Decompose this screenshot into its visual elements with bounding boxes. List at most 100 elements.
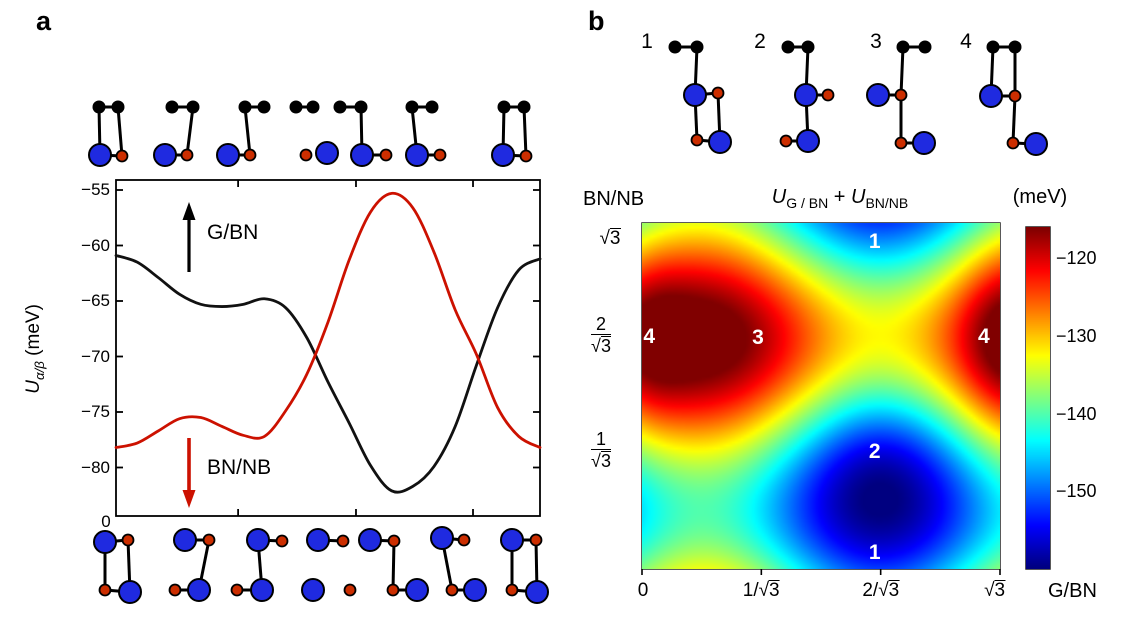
heatmap-extremum-label: 4: [978, 325, 990, 349]
molecule-diagram-bottom: [168, 528, 216, 602]
boron-nitrogen-atom-small: [243, 148, 257, 162]
molecule-diagram-top: [153, 100, 200, 167]
molecule-diagram-top: [216, 100, 271, 167]
panel-a-label: a: [36, 6, 52, 36]
boron-nitrogen-atom-large: [315, 141, 339, 165]
boron-nitrogen-atom-small: [433, 148, 447, 162]
boron-nitrogen-atom-large: [216, 143, 240, 167]
colorbar-tick-label: −150: [1056, 481, 1097, 502]
molecule-diagram-top: [289, 100, 339, 165]
curve-g-bn: [114, 254, 542, 494]
carbon-atom-dot: [896, 40, 910, 54]
panel-b-x-axis-name: G/BN: [1048, 580, 1097, 602]
boron-nitrogen-atom-small: [445, 583, 459, 597]
carbon-atom-dot: [111, 100, 125, 114]
boron-nitrogen-atom-large: [525, 580, 549, 604]
boron-nitrogen-atom-large: [708, 130, 732, 154]
boron-nitrogen-atom-large: [405, 143, 429, 167]
heatmap-extremum-label: 2: [868, 440, 881, 464]
boron-nitrogen-atom-large: [358, 528, 382, 552]
molecule-diagram-config: 4: [960, 30, 1048, 156]
curve-label-gbn: G/BN: [207, 221, 259, 244]
colorbar-canvas: [1026, 227, 1050, 569]
config-number-label: 4: [960, 30, 972, 53]
boron-nitrogen-atom-large: [306, 528, 330, 552]
carbon-atom-dot: [690, 40, 704, 54]
heatmap-extremum-label: 1: [868, 230, 881, 254]
panel-b-ytick-label: 2 √3: [591, 314, 611, 357]
boron-nitrogen-atom-small: [386, 583, 400, 597]
carbon-atom-dot: [405, 100, 419, 114]
molecule-diagram-bottom: [301, 528, 357, 602]
boron-nitrogen-atom-small: [168, 583, 182, 597]
boron-nitrogen-atom-small: [230, 583, 244, 597]
heatmap-extremum-label: 3: [752, 326, 764, 350]
boron-nitrogen-atom-large: [500, 528, 524, 552]
panel-a-ytick-label: −65: [81, 291, 110, 310]
boron-nitrogen-atom-large: [463, 578, 487, 602]
colorbar-tick-label: −140: [1056, 403, 1097, 424]
boron-nitrogen-atom-large: [301, 578, 325, 602]
molecule-diagram-top: [491, 100, 533, 167]
carbon-atom-dot: [801, 40, 815, 54]
carbon-atom-dot: [306, 100, 320, 114]
carbon-atom-dot: [289, 100, 303, 114]
gbn-up-arrow-head: [182, 202, 196, 220]
panel-a-x-zero-label: 0: [101, 512, 111, 531]
carbon-atom-dot: [333, 100, 347, 114]
boron-nitrogen-atom-small: [1006, 136, 1020, 150]
curve-label-bnnb: BN/NB: [207, 456, 272, 479]
molecule-diagram-config: 3: [866, 30, 936, 155]
carbon-atom-dot: [92, 100, 106, 114]
boron-nitrogen-atom-small: [387, 534, 401, 548]
molecule-diagram-bottom: [93, 530, 142, 604]
carbon-atom-dot: [497, 100, 511, 114]
carbon-atom-dot: [1008, 40, 1022, 54]
config-number-label: 1: [641, 30, 653, 53]
boron-nitrogen-atom-small: [457, 533, 471, 547]
boron-nitrogen-atom-large: [866, 83, 890, 107]
panel-b-ytick-label: √3: [599, 228, 621, 250]
panel-b-xtick-label: √3: [984, 580, 1006, 601]
boron-nitrogen-atom-small: [690, 133, 704, 147]
boron-nitrogen-atom-large: [405, 578, 429, 602]
colorbar-unit-label: (meV): [1012, 186, 1068, 208]
boron-nitrogen-atom-large: [683, 83, 707, 107]
molecule-diagram-bottom: [358, 528, 429, 602]
panel-a-ytick-label: −60: [81, 235, 110, 255]
molecule-diagram-top: [405, 100, 447, 167]
panel-b-xtick-label: 0: [637, 580, 649, 601]
boron-nitrogen-atom-large: [250, 578, 274, 602]
boron-nitrogen-atom-small: [711, 86, 725, 100]
boron-nitrogen-atom-large: [430, 526, 454, 550]
panel-b-xtick-label: 2/√3: [862, 580, 900, 601]
boron-nitrogen-atom-large: [796, 129, 820, 153]
boron-nitrogen-atom-small: [379, 148, 393, 162]
boron-nitrogen-atom-large: [153, 143, 177, 167]
molecule-diagram-bottom: [430, 526, 487, 602]
boron-nitrogen-atom-large: [1024, 132, 1048, 156]
boron-nitrogen-atom-small: [98, 583, 112, 597]
panel-b-ytick-label: 1 √3: [591, 429, 611, 471]
boron-nitrogen-atom-large: [912, 131, 936, 155]
colorbar-tick-label: −130: [1056, 325, 1097, 346]
panel-b-title: UG / BN + UBN/NB: [771, 186, 909, 211]
carbon-atom-dot: [186, 100, 200, 114]
molecule-diagram-config: 1: [641, 30, 732, 154]
molecule-diagram-config: 2: [754, 30, 835, 153]
carbon-atom-dot: [986, 40, 1000, 54]
boron-nitrogen-atom-large: [350, 143, 374, 167]
boron-nitrogen-atom-small: [529, 533, 543, 547]
boron-nitrogen-atom-small: [821, 88, 835, 102]
carbon-atom-dot: [918, 40, 932, 54]
heatmap-extremum-label: 1: [868, 541, 881, 565]
boron-nitrogen-atom-large: [187, 578, 211, 602]
panel-b-xtick-label: 1/√3: [742, 580, 780, 601]
boron-nitrogen-atom-large: [246, 528, 270, 552]
panel-a-ytick-label: −80: [81, 457, 110, 477]
config-number-label: 2: [754, 30, 766, 53]
boron-nitrogen-atom-small: [202, 533, 216, 547]
plot-a-frame: [115, 179, 541, 517]
